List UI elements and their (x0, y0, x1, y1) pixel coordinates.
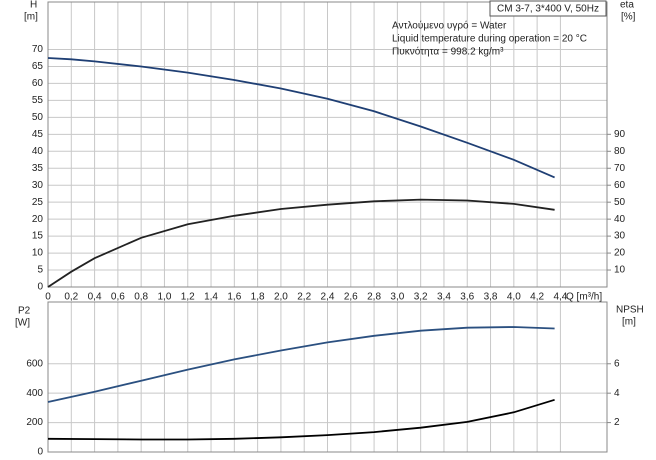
y-tick-label: 15 (32, 231, 44, 242)
y2-axis-unit: [m] (622, 317, 636, 328)
y-tick-label: 10 (32, 248, 44, 259)
y-tick-label: 45 (32, 129, 44, 140)
y-tick-label: 20 (32, 214, 44, 225)
y2-tick-label: 30 (614, 231, 626, 242)
x-tick-label: 1,6 (227, 292, 241, 303)
x-tick-label: 3,6 (460, 292, 474, 303)
x-tick-label: 2,2 (297, 292, 311, 303)
y-tick-label: 50 (32, 112, 44, 123)
x-tick-label: 0,8 (134, 292, 148, 303)
series-line (47, 198, 555, 288)
y-tick-label: 200 (26, 417, 43, 428)
x-tick-label: 1,4 (204, 292, 218, 303)
y-tick-label: 40 (32, 146, 44, 157)
y2-tick-label: 70 (614, 163, 626, 174)
x-tick-label: 0,4 (88, 292, 102, 303)
y-tick-label: 25 (32, 197, 44, 208)
y-axis-unit: [m] (24, 12, 38, 23)
y2-axis-unit: [%] (621, 12, 636, 23)
x-tick-label: 4,0 (507, 292, 521, 303)
x-tick-label: 0 (45, 292, 51, 303)
y-tick-label: 60 (32, 78, 44, 89)
x-tick-label: 3,0 (390, 292, 404, 303)
plot-frame (47, 301, 608, 453)
x-tick-label: 1,2 (181, 292, 195, 303)
y-axis-label: H (30, 0, 37, 11)
y-tick-label: 35 (32, 163, 44, 174)
x-tick-label: 2,0 (274, 292, 288, 303)
x-tick-label: 0,6 (111, 292, 125, 303)
x-tick-label: 3,8 (484, 292, 498, 303)
x-tick-label: 4,4 (553, 292, 567, 303)
y2-tick-label: 10 (614, 265, 626, 276)
x-tick-label: 1,0 (158, 292, 172, 303)
annotation: Αντλούμενο υγρό = Water (392, 20, 507, 32)
y2-tick-label: 90 (614, 129, 626, 140)
y-tick-label: 5 (37, 265, 43, 276)
y-tick-label: 600 (26, 358, 43, 369)
x-tick-label: 2,4 (321, 292, 335, 303)
y-tick-label: 70 (32, 44, 44, 55)
x-tick-label: 0,2 (64, 292, 78, 303)
x-axis-label: Q [m³/h] (566, 292, 602, 303)
y-tick-label: 0 (37, 447, 43, 458)
y2-tick-label: 4 (614, 388, 620, 399)
series-line (47, 57, 555, 179)
y2-axis-label: eta (620, 0, 634, 11)
annotation: Liquid temperature during operation = 20… (392, 34, 587, 45)
x-tick-label: 1,8 (251, 292, 265, 303)
y-tick-label: 400 (26, 388, 43, 399)
y-tick-label: 0 (37, 282, 43, 293)
y2-tick-label: 20 (614, 248, 626, 259)
series-line (47, 398, 555, 441)
title-box (489, 0, 607, 17)
y2-tick-label: 60 (614, 180, 626, 191)
y2-tick-label: 50 (614, 197, 626, 208)
y2-tick-label: 6 (614, 358, 620, 369)
y2-tick-label: 40 (614, 214, 626, 225)
x-tick-label: 4,2 (530, 292, 544, 303)
y2-tick-label: 2 (614, 417, 620, 428)
x-tick-label: 3,4 (437, 292, 451, 303)
x-tick-label: 3,2 (414, 292, 428, 303)
plot-frame (47, 1, 608, 288)
y2-axis-label: NPSH (616, 305, 644, 316)
y2-tick-label: 80 (614, 146, 626, 157)
y-tick-label: 30 (32, 180, 44, 191)
y-tick-label: 55 (32, 95, 44, 106)
x-tick-label: 2,6 (344, 292, 358, 303)
chart-title: CM 3-7, 3*400 V, 50Hz (497, 4, 599, 15)
y-axis-unit: [W] (15, 318, 30, 329)
y-axis-label: P2 (18, 306, 31, 317)
annotation: Πυκνότητα = 998.2 kg/m³ (392, 46, 504, 58)
y-tick-label: 65 (32, 61, 44, 72)
x-tick-label: 2,8 (367, 292, 381, 303)
series-line (47, 326, 555, 403)
